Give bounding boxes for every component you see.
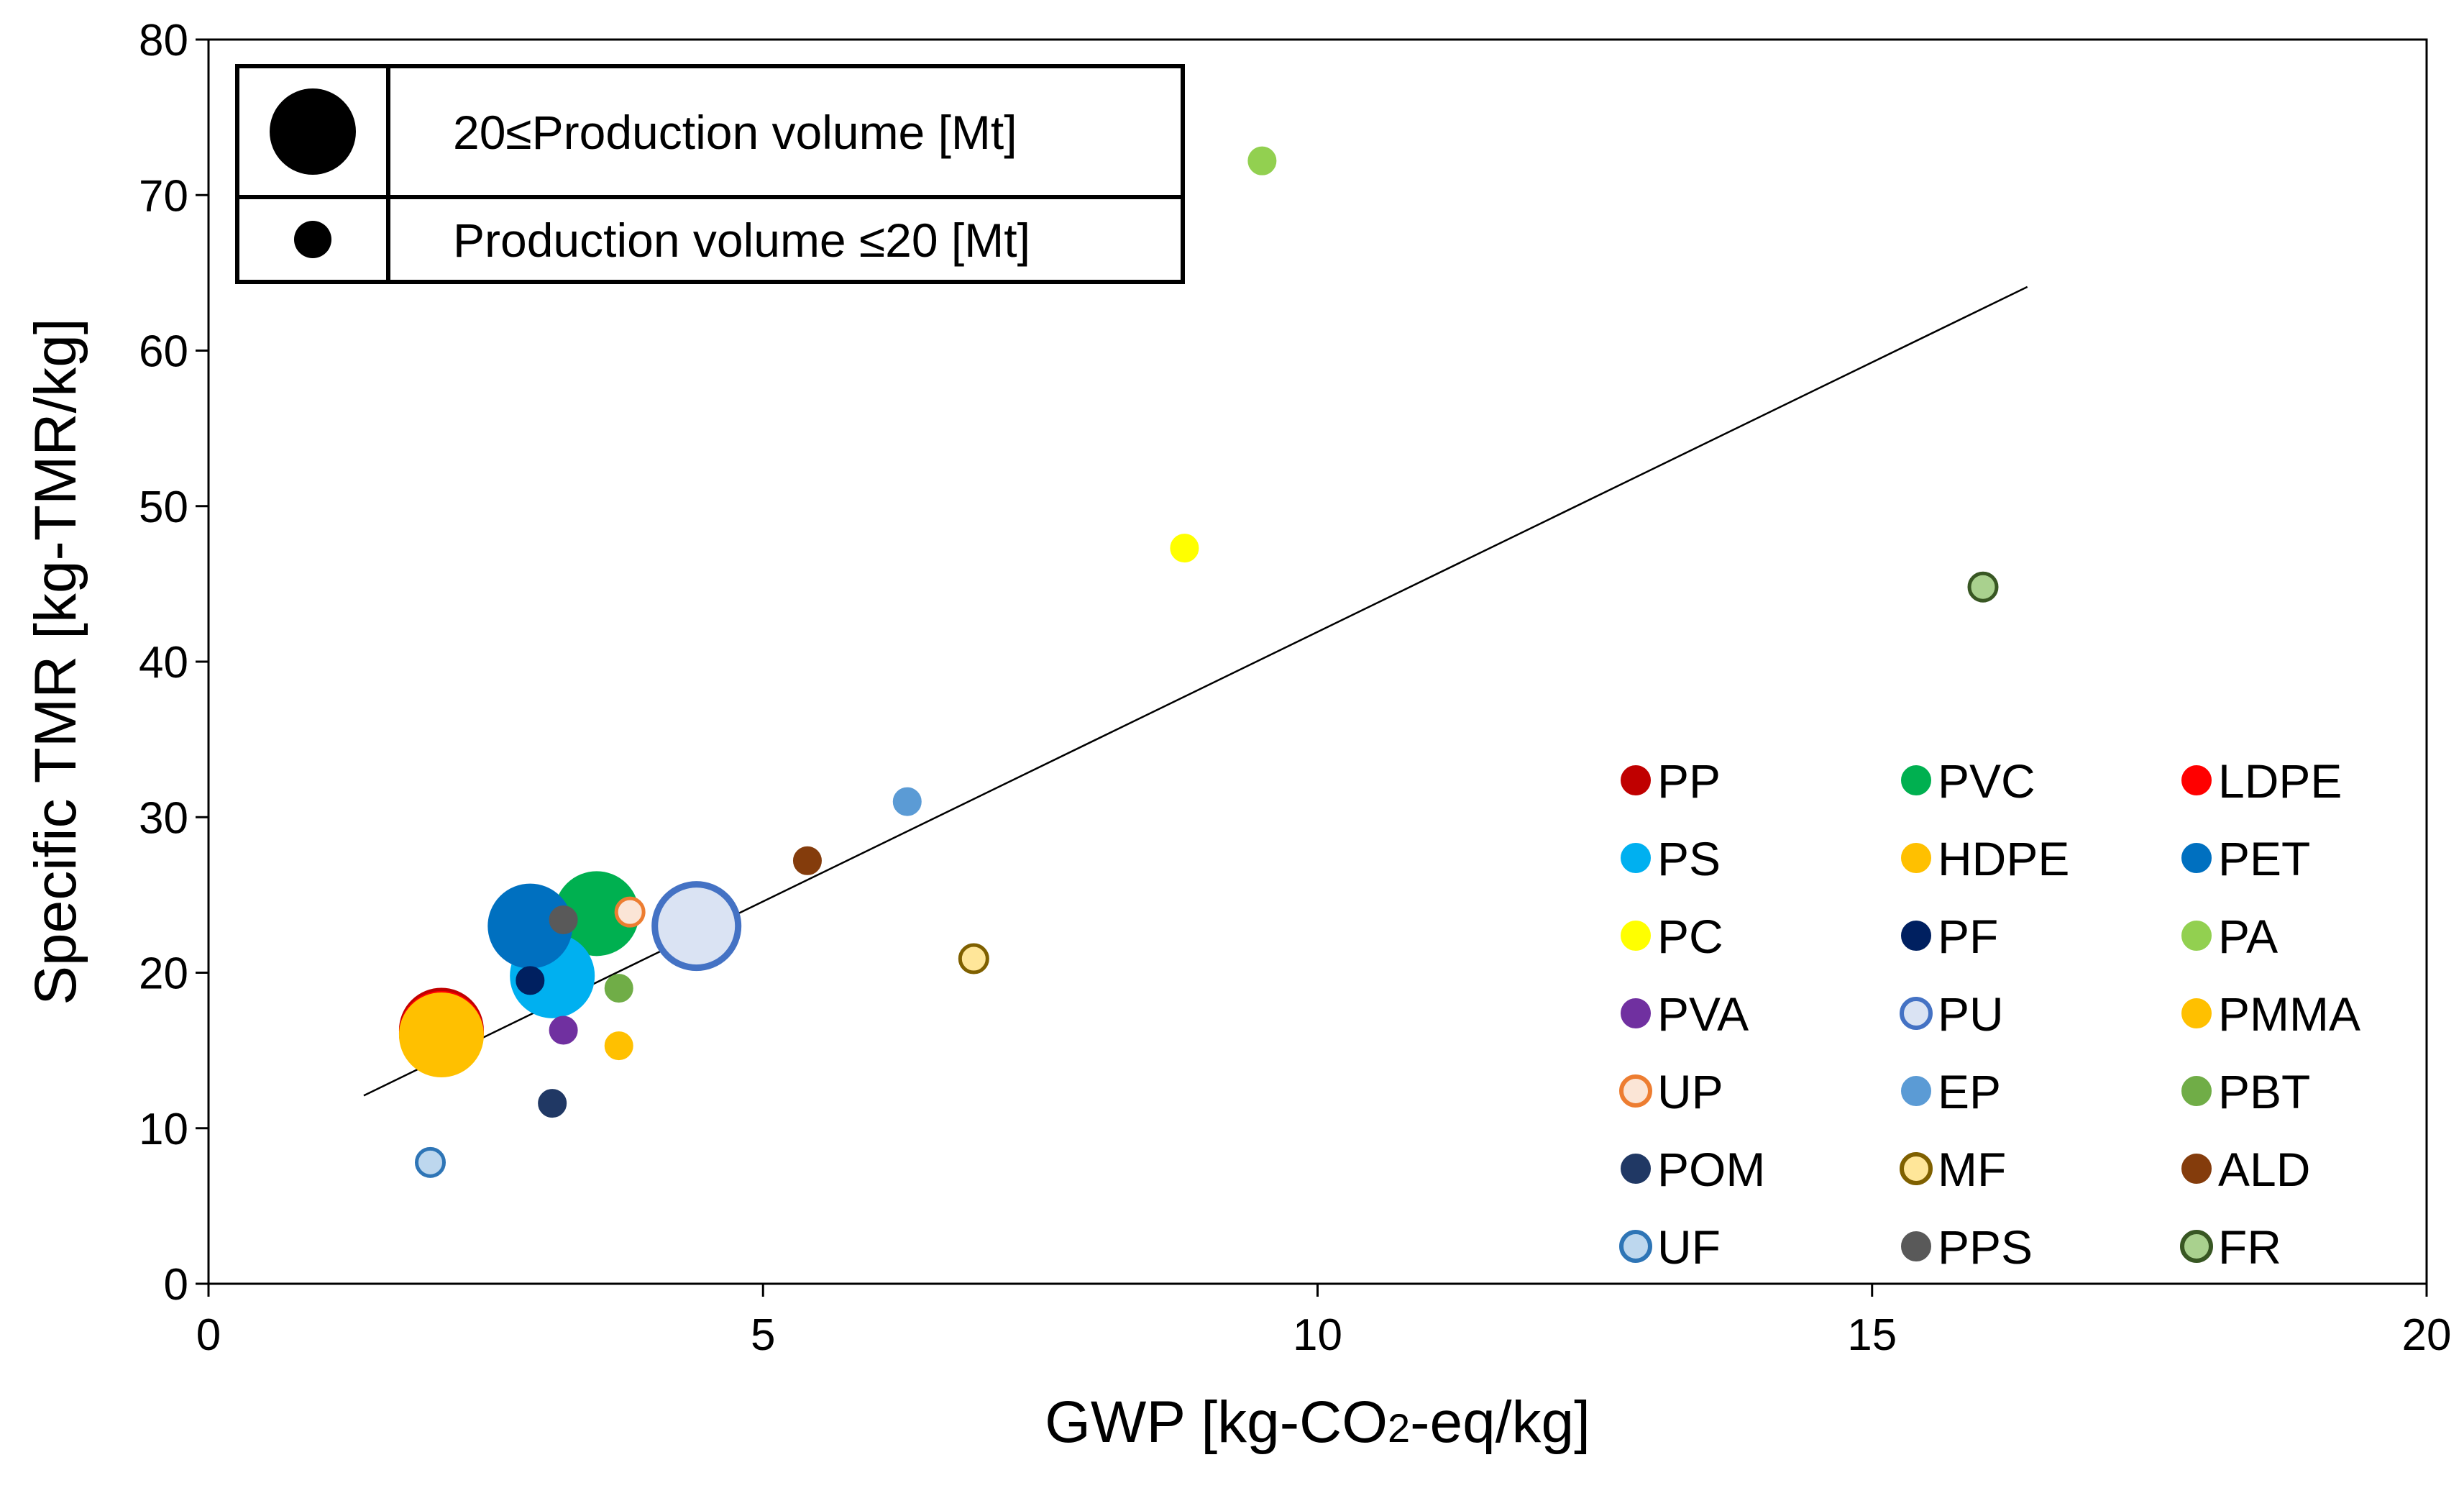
- point-pf: [516, 966, 545, 995]
- legend-label-pom: POM: [1657, 1143, 1765, 1196]
- point-pu: [651, 881, 742, 972]
- point-mf: [958, 943, 989, 974]
- legend-marker-pp: [1621, 765, 1651, 795]
- y-tick-label: 50: [139, 483, 188, 532]
- x-tick-label: 10: [1293, 1310, 1342, 1360]
- axes: 0 5 10 15 20 0 10 20 30 40 50 60 70 80: [139, 16, 2451, 1360]
- y-tick-label: 40: [139, 638, 188, 688]
- point-pom: [538, 1089, 567, 1118]
- point-up: [614, 896, 646, 928]
- legend-label-up: UP: [1657, 1065, 1723, 1118]
- legend-label-pp: PP: [1657, 754, 1721, 808]
- legend-label-mf: MF: [1938, 1143, 2006, 1196]
- point-pc: [1170, 534, 1199, 563]
- point-ep: [892, 787, 922, 816]
- y-tick-label: 70: [139, 171, 188, 221]
- point-fr: [1967, 571, 1999, 603]
- legend-marker-up: [1619, 1074, 1652, 1108]
- legend-marker-pc: [1621, 921, 1651, 951]
- point-ald: [792, 846, 822, 875]
- point-pbt: [604, 974, 633, 1003]
- legend-marker-uf: [1619, 1230, 1652, 1263]
- legend-label-uf: UF: [1657, 1220, 1721, 1274]
- x-tick-label: 0: [196, 1310, 221, 1360]
- legend-label-pu: PU: [1938, 987, 2004, 1041]
- legend-label-pbt: PBT: [2218, 1065, 2310, 1118]
- legend-label-pva: PVA: [1657, 987, 1749, 1041]
- legend-marker-fr: [2180, 1230, 2213, 1263]
- legend-marker-pf: [1901, 921, 1931, 951]
- legend-marker-pps: [1901, 1231, 1931, 1261]
- legend-marker-ald: [2181, 1154, 2212, 1184]
- legend-label-ep: EP: [1938, 1065, 2001, 1118]
- point-uf: [415, 1146, 446, 1178]
- series-legend: PP PVC LDPE PS HDPE PET PC PF PA PVA PU PMMA UP EP PBT…: [1619, 754, 2360, 1274]
- y-tick-label: 80: [139, 16, 188, 65]
- point-hdpe: [398, 992, 484, 1077]
- x-tick-label: 20: [2402, 1310, 2452, 1360]
- y-tick-label: 60: [139, 327, 188, 377]
- legend-label-ps: PS: [1657, 832, 1721, 885]
- legend-marker-ldpe: [2181, 765, 2212, 795]
- legend-marker-pa: [2181, 921, 2212, 951]
- point-pa: [1247, 146, 1277, 175]
- legend-label-pf: PF: [1938, 910, 1998, 963]
- y-tick-label: 10: [139, 1105, 188, 1154]
- size-legend-marker-large: [270, 88, 356, 175]
- legend-marker-pmma: [2181, 998, 2212, 1028]
- legend-label-ald: ALD: [2218, 1143, 2310, 1196]
- legend-marker-ep: [1901, 1076, 1931, 1106]
- y-tick-label: 20: [139, 949, 188, 999]
- legend-marker-pu: [1900, 997, 1933, 1030]
- legend-label-pc: PC: [1657, 910, 1723, 963]
- legend-label-fr: FR: [2218, 1220, 2281, 1274]
- legend-marker-pom: [1621, 1154, 1651, 1184]
- trendline-group: [363, 286, 2028, 1097]
- size-legend-marker-small: [294, 221, 331, 258]
- legend-label-hdpe: HDPE: [1938, 832, 2069, 885]
- legend-label-pps: PPS: [1938, 1220, 2033, 1274]
- legend-label-pet: PET: [2218, 832, 2310, 885]
- legend-marker-pbt: [2181, 1076, 2212, 1106]
- y-axis-title: Specific TMR [kg-TMR/kg]: [23, 318, 88, 1005]
- legend-label-pa: PA: [2218, 910, 2278, 963]
- data-points: [398, 146, 1999, 1178]
- size-legend: 20≤Production volume [Mt] Production volu…: [235, 64, 1185, 284]
- size-legend-label: 20≤Production volume [Mt]: [453, 106, 1017, 159]
- point-pva: [549, 1015, 578, 1045]
- legend-label-pvc: PVC: [1938, 754, 2035, 808]
- legend-marker-pvc: [1901, 765, 1931, 795]
- legend-marker-ps: [1621, 843, 1651, 873]
- legend-label-pmma: PMMA: [2218, 987, 2360, 1041]
- size-legend-box: [235, 64, 1185, 284]
- legend-marker-pet: [2181, 843, 2212, 873]
- legend-marker-mf: [1900, 1152, 1933, 1185]
- trendline: [363, 286, 2028, 1097]
- y-tick-label: 0: [164, 1260, 188, 1310]
- x-tick-label: 5: [751, 1310, 775, 1360]
- y-tick-label: 30: [139, 793, 188, 843]
- point-pps: [549, 905, 578, 934]
- size-legend-label: Production volume ≤20 [Mt]: [453, 214, 1030, 267]
- legend-label-ldpe: LDPE: [2218, 754, 2342, 808]
- point-pmma: [604, 1031, 633, 1061]
- x-tick-label: 15: [1847, 1310, 1897, 1360]
- x-axis-title: GWP [kg-CO2-eq/kg]: [1045, 1389, 1590, 1455]
- legend-marker-hdpe: [1901, 843, 1931, 873]
- axis-titles: GWP [kg-CO2-eq/kg] Specific TMR [kg-TMR/k…: [23, 318, 1590, 1455]
- legend-marker-pva: [1621, 998, 1651, 1028]
